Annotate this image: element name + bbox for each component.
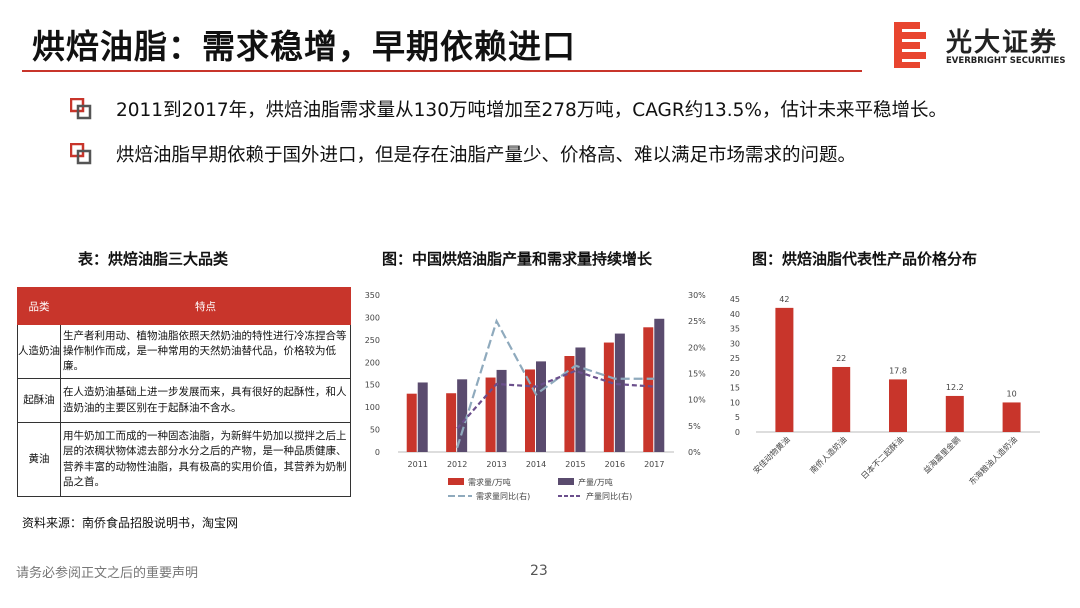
bar [945, 395, 964, 432]
series-line [456, 369, 655, 430]
y-tick-label: 35 [730, 325, 740, 334]
chart-price-distribution: 0 5 10 15 20 25 30 35 40 45 42 安佳动物黄油 22 南侨人造奶油 17.8 日本… [730, 295, 1040, 487]
bar [446, 393, 457, 452]
x-tick-label: 2012 [447, 460, 467, 469]
table-cell-desc: 在人造奶油基础上进一步发展而来，具有很好的起酥性，和人造奶油的主要区别在于起酥油… [60, 378, 351, 423]
x-tick-label: 2014 [526, 460, 546, 469]
legend-label: 需求量/万吨 [468, 477, 511, 487]
x-tick-label: 南侨人造奶油 [808, 434, 849, 475]
table-cell-desc: 生产者利用动、植物油脂依照天然奶油的特性进行冷冻捏合等操作制作而成，是一种常用的… [60, 324, 351, 379]
bar [575, 347, 586, 452]
bar [525, 369, 535, 452]
table-cell-name: 人造奶油 [17, 324, 61, 379]
legend-label: 需求量同比(右) [476, 491, 530, 501]
y-tick-label: 0 [375, 448, 380, 457]
legend-swatch [448, 478, 464, 485]
x-tick-label: 2013 [486, 460, 506, 469]
logo-text: 光大证券 [946, 28, 1059, 58]
data-label: 42 [779, 295, 789, 304]
bar [654, 318, 665, 452]
bar [485, 377, 496, 452]
y-tick-label: 150 [365, 381, 380, 390]
bar [603, 342, 614, 452]
bullet-square-icon [70, 98, 92, 120]
table-title: 表：烘焙油脂三大品类 [78, 250, 229, 268]
x-tick-label: 2011 [408, 460, 428, 469]
series-line [456, 318, 655, 449]
chart-production-demand: 0 50 100 150 200 250 300 350 0% 5% 10% 15% 20% 25% 30%… [365, 291, 706, 501]
bar [406, 393, 417, 452]
footer-disclaimer: 请务必参阅正文之后的重要声明 [16, 566, 199, 581]
logo-mark-icon [894, 22, 926, 68]
table-cell-name: 起酥油 [17, 378, 61, 423]
table-row: 起酥油 在人造奶油基础上进一步发展而来，具有很好的起酥性，和人造奶油的主要区别在… [17, 378, 351, 423]
table-source: 资料来源：南侨食品招股说明书，淘宝网 [22, 516, 239, 530]
bar [536, 361, 546, 452]
y-tick-label: 300 [365, 313, 380, 322]
y-tick-label: 250 [365, 336, 380, 345]
y-tick-label: 10 [730, 398, 740, 407]
chart2-title: 图：烘焙油脂代表性产品价格分布 [752, 250, 978, 268]
y2-tick-label: 20% [688, 343, 706, 352]
chart1-title: 图：中国烘焙油脂产量和需求量持续增长 [382, 250, 653, 268]
x-tick-label: 2017 [644, 460, 664, 469]
table-row: 人造奶油 生产者利用动、植物油脂依照天然奶油的特性进行冷冻捏合等操作制作而成，是… [17, 324, 351, 379]
y-tick-label: 45 [730, 295, 740, 304]
bar [832, 366, 851, 432]
x-tick-label: 东海粮油人造奶油 [967, 434, 1019, 486]
title-divider [22, 70, 862, 72]
y2-tick-label: 10% [688, 396, 706, 405]
data-label: 12.2 [946, 383, 964, 392]
bullet-text: 2011到2017年，烘焙油脂需求量从130万吨增加至278万吨，CAGR约13… [116, 100, 947, 121]
y-tick-label: 100 [365, 403, 380, 412]
x-tick-label: 日本不二起酥油 [859, 434, 906, 481]
bar [417, 382, 428, 452]
bar [775, 307, 794, 432]
y-tick-label: 0 [735, 428, 740, 437]
bar [643, 327, 654, 452]
table-header-category: 品类 [17, 287, 61, 325]
y-tick-label: 20 [730, 369, 740, 378]
category-table: 品类 特点 人造奶油 生产者利用动、植物油脂依照天然奶油的特性进行冷冻捏合等操作… [17, 287, 351, 497]
y-tick-label: 25 [730, 354, 740, 363]
company-logo: 光大证券 EVERBRIGHT SECURITIES [892, 20, 1072, 72]
bar [496, 369, 507, 452]
bar [614, 333, 625, 452]
y-tick-label: 200 [365, 358, 380, 367]
bar [1002, 402, 1021, 432]
table-row: 黄油 用牛奶加工而成的一种固态油脂，为新鲜牛奶加以搅拌之后上层的浓稠状物体滤去部… [17, 422, 351, 497]
data-label: 22 [836, 354, 846, 363]
x-tick-label: 安佳动物黄油 [751, 434, 792, 475]
table-cell-desc: 用牛奶加工而成的一种固态油脂，为新鲜牛奶加以搅拌之后上层的浓稠状物体滤去部分水分… [60, 422, 351, 497]
x-tick-label: 益海嘉里金鹂 [921, 434, 962, 475]
bullet-text: 烘焙油脂早期依赖于国外进口，但是存在油脂产量少、价格高、难以满足市场需求的问题。 [116, 145, 857, 166]
bullet-square-icon [70, 143, 92, 165]
bar [457, 379, 468, 452]
legend-swatch [558, 478, 574, 485]
y-tick-label: 50 [370, 426, 380, 435]
y2-tick-label: 15% [688, 370, 706, 379]
y-tick-label: 350 [365, 291, 380, 300]
table-cell-name: 黄油 [17, 422, 61, 497]
page-number: 23 [530, 563, 548, 579]
y-tick-label: 15 [730, 384, 740, 393]
table-header-feature: 特点 [60, 287, 351, 325]
y-tick-label: 30 [730, 339, 740, 348]
bar [564, 356, 575, 452]
y2-tick-label: 25% [688, 317, 706, 326]
bar [889, 379, 907, 432]
legend-label: 产量/万吨 [578, 477, 613, 487]
data-label: 17.8 [889, 366, 907, 375]
x-tick-label: 2016 [605, 460, 625, 469]
y-tick-label: 5 [735, 413, 740, 422]
y2-tick-label: 0% [688, 448, 701, 457]
data-label: 10 [1007, 389, 1017, 398]
legend-label: 产量同比(右) [586, 491, 632, 501]
y-tick-label: 40 [730, 310, 740, 319]
page-title: 烘焙油脂：需求稳增，早期依赖进口 [32, 27, 576, 66]
y2-tick-label: 30% [688, 291, 706, 300]
x-tick-label: 2015 [565, 460, 585, 469]
logo-subtitle: EVERBRIGHT SECURITIES [946, 56, 1066, 66]
y2-tick-label: 5% [688, 422, 701, 431]
